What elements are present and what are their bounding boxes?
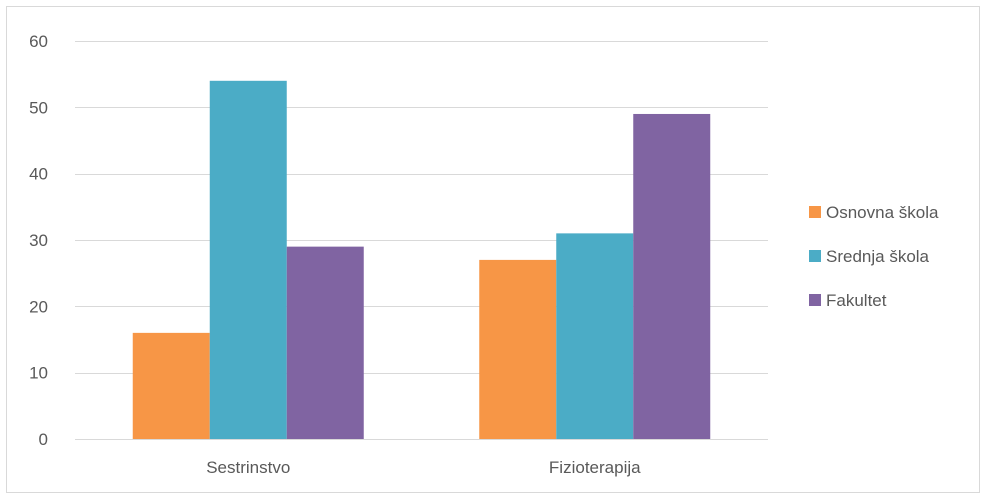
legend-label: Srednja škola	[826, 247, 930, 266]
y-tick-label: 0	[39, 430, 48, 449]
legend-label: Fakultet	[826, 291, 887, 310]
y-tick-label: 10	[29, 364, 48, 383]
bar-osnovna-škola-fizioterapija	[479, 259, 557, 439]
axes: 0 10 20 30 40 50 60 Sestrinstvo Fizioterapija	[29, 32, 768, 477]
x-category-label: Sestrinstvo	[206, 458, 290, 477]
legend-swatch	[809, 294, 821, 306]
y-tick-label: 20	[29, 297, 48, 316]
bar-srednja-škola-sestrinstvo	[209, 80, 287, 440]
legend-swatch	[809, 250, 821, 262]
bar-srednja-škola-fizioterapija	[556, 233, 634, 439]
legend-swatch	[809, 206, 821, 218]
legend-label: Osnovna škola	[826, 203, 939, 222]
bar-fakultet-fizioterapija	[633, 113, 711, 439]
legend: Osnovna škola Srednja škola Fakultet	[809, 203, 939, 310]
bar-osnovna-škola-sestrinstvo	[132, 332, 210, 439]
y-tick-label: 40	[29, 165, 48, 184]
y-tick-label: 50	[29, 98, 48, 117]
x-category-label: Fizioterapija	[549, 458, 641, 477]
bar-fakultet-sestrinstvo	[286, 246, 364, 439]
bars	[132, 80, 711, 440]
y-tick-label: 30	[29, 231, 48, 250]
y-tick-label: 60	[29, 32, 48, 51]
